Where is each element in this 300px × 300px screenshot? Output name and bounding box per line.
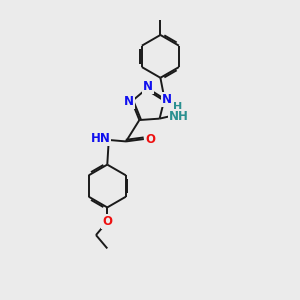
Text: O: O [146, 133, 155, 146]
Text: HN: HN [91, 132, 110, 145]
Text: NH: NH [169, 110, 189, 123]
Text: N: N [124, 95, 134, 108]
Text: O: O [102, 215, 112, 228]
Text: H: H [172, 102, 182, 112]
Text: N: N [162, 93, 172, 106]
Text: N: N [143, 80, 153, 93]
